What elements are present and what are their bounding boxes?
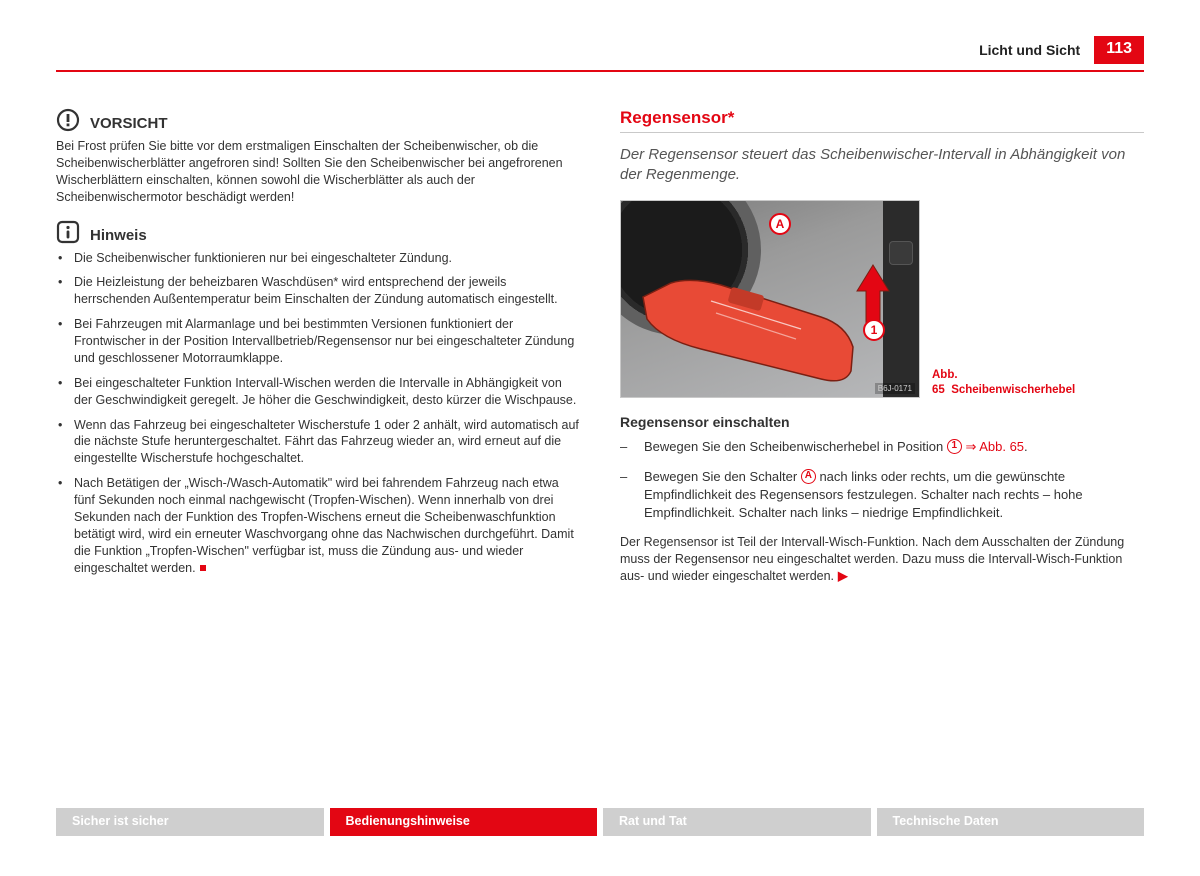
regensensor-divider — [620, 132, 1144, 133]
step-2: – Bewegen Sie den Schalter A nach links … — [620, 468, 1144, 523]
badge-1: 1 — [947, 439, 962, 454]
vorsicht-text: Bei Frost prüfen Sie bitte vor dem erstm… — [56, 138, 580, 206]
figure-caption: Abb. 65 Scheibenwischerhebel — [932, 368, 1052, 398]
hinweis-list: Die Scheibenwischer funktionieren nur be… — [56, 250, 580, 577]
list-item: Wenn das Fahrzeug bei eingeschalteter Wi… — [56, 417, 580, 468]
regensensor-intro: Der Regensensor steuert das Scheibenwisc… — [620, 145, 1144, 186]
info-icon — [56, 220, 80, 244]
badge-a: A — [801, 469, 816, 484]
section-end-marker — [200, 565, 206, 571]
marker-a: A — [769, 213, 791, 235]
right-column: Regensensor* Der Regensensor steuert das… — [620, 108, 1144, 586]
list-item: Bei Fahrzeugen mit Alarmanlage und bei b… — [56, 316, 580, 367]
step-1: – Bewegen Sie den Scheibenwischerhebel i… — [620, 438, 1144, 456]
caution-icon — [56, 108, 80, 132]
marker-1: 1 — [863, 319, 885, 341]
continued-arrow-icon: ▶ — [838, 569, 848, 583]
header-section-title: Licht und Sicht — [979, 36, 1080, 58]
left-column: VORSICHT Bei Frost prüfen Sie bitte vor … — [56, 108, 580, 586]
einschalten-heading: Regensensor einschalten — [620, 414, 1144, 430]
footer-tabs: Sicher ist sicher Bedienungshinweise Rat… — [56, 808, 1144, 836]
tab-bedienung[interactable]: Bedienungshinweise — [330, 808, 598, 836]
closing-text: Der Regensensor ist Teil der Intervall-W… — [620, 534, 1144, 585]
list-item: Bei eingeschalteter Funktion Intervall-W… — [56, 375, 580, 409]
tab-rat[interactable]: Rat und Tat — [603, 808, 871, 836]
figure-code: B6J-0171 — [875, 383, 915, 394]
page-number: 113 — [1094, 36, 1144, 64]
hinweis-heading: Hinweis — [90, 227, 147, 244]
figure-reference-link[interactable]: ⇒ Abb. 65 — [965, 439, 1024, 454]
figure-65: A 1 B6J-0171 — [620, 200, 920, 398]
regensensor-title: Regensensor* — [620, 108, 1144, 128]
tab-sicher[interactable]: Sicher ist sicher — [56, 808, 324, 836]
vorsicht-heading: VORSICHT — [90, 115, 168, 132]
list-item: Die Scheibenwischer funktionieren nur be… — [56, 250, 580, 267]
tab-technische[interactable]: Technische Daten — [877, 808, 1145, 836]
list-item: Nach Betätigen der „Wisch-/Wasch-Automat… — [56, 475, 580, 576]
list-item: Die Heizleistung der beheizbaren Waschdü… — [56, 274, 580, 308]
header-divider — [56, 70, 1144, 72]
